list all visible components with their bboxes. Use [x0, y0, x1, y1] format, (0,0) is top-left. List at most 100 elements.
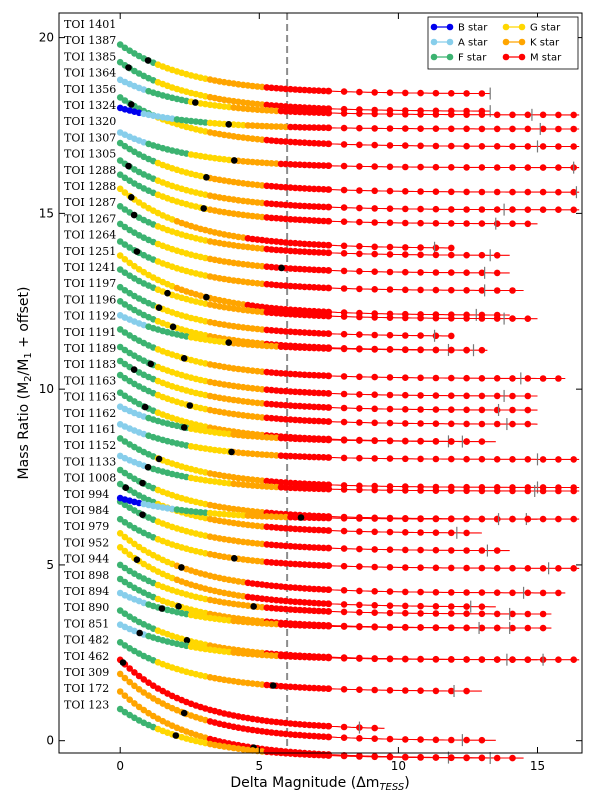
data-point	[306, 732, 313, 740]
data-point	[478, 589, 486, 596]
data-point	[432, 89, 440, 97]
data-point	[291, 216, 299, 223]
data-point	[291, 543, 299, 550]
companion-marker	[164, 289, 171, 297]
data-point	[524, 456, 532, 463]
data-point	[268, 84, 275, 92]
data-point	[301, 329, 308, 336]
data-point	[121, 206, 129, 213]
data-point	[235, 340, 242, 347]
data-point	[258, 513, 266, 520]
data-point	[249, 580, 256, 587]
data-point	[306, 139, 313, 147]
data-point	[126, 696, 133, 703]
data-point	[371, 515, 379, 522]
companion-marker	[203, 174, 210, 181]
data-point	[230, 511, 237, 519]
x-tick-label: 5	[255, 759, 263, 773]
data-point	[371, 346, 379, 353]
data-point	[287, 560, 294, 568]
data-point	[448, 374, 455, 382]
data-point	[249, 235, 256, 243]
data-point	[463, 487, 470, 495]
data-point	[570, 487, 577, 495]
data-point	[310, 417, 318, 425]
data-point	[478, 547, 486, 554]
data-point	[291, 247, 299, 255]
data-point	[296, 139, 304, 146]
data-point	[402, 89, 409, 97]
data-point	[287, 328, 294, 336]
data-point	[258, 122, 266, 130]
data-point	[325, 312, 333, 320]
data-point	[301, 124, 308, 131]
data-point	[282, 306, 290, 313]
data-point	[448, 346, 455, 354]
companion-marker	[172, 732, 180, 739]
data-point	[301, 622, 308, 629]
data-point	[432, 656, 440, 663]
data-point	[315, 203, 323, 210]
data-point	[310, 389, 318, 397]
data-point	[258, 106, 266, 114]
legend-marker	[502, 53, 510, 61]
data-point	[306, 403, 313, 410]
data-point	[325, 284, 333, 292]
data-point	[417, 624, 424, 631]
data-point	[121, 438, 129, 445]
data-point	[315, 453, 323, 461]
data-point	[509, 188, 516, 196]
data-point	[371, 125, 379, 132]
legend-label: F star	[458, 53, 487, 64]
data-point	[121, 301, 129, 308]
toi-label: TOI 1163	[64, 391, 116, 404]
data-point	[273, 452, 280, 459]
data-point	[448, 251, 455, 259]
data-point	[555, 125, 562, 133]
data-point	[555, 143, 562, 150]
data-point	[287, 123, 294, 131]
data-point	[493, 487, 501, 495]
data-point	[291, 435, 299, 443]
data-point	[386, 243, 394, 251]
data-point	[320, 454, 327, 461]
data-point	[301, 732, 308, 739]
data-point	[296, 265, 304, 273]
data-point	[306, 453, 313, 461]
series-group	[116, 357, 538, 416]
toi-label: TOI 979	[64, 520, 109, 533]
data-point	[340, 608, 348, 616]
data-point	[417, 163, 424, 171]
data-point	[301, 585, 308, 592]
data-point	[539, 164, 547, 171]
data-point	[524, 610, 532, 618]
data-point	[291, 370, 299, 378]
data-point	[555, 375, 562, 382]
data-point	[386, 609, 394, 617]
data-point	[320, 345, 327, 352]
companion-marker	[180, 355, 188, 362]
data-point	[315, 185, 323, 193]
data-point	[116, 157, 124, 164]
data-point	[340, 186, 348, 194]
data-point	[325, 87, 333, 95]
data-point	[282, 653, 290, 660]
data-point	[555, 515, 562, 523]
data-point	[386, 564, 394, 571]
data-point	[282, 343, 290, 351]
data-point	[402, 529, 409, 536]
data-point	[386, 205, 394, 212]
data-point	[448, 244, 455, 252]
data-point	[291, 514, 299, 521]
data-point	[282, 201, 290, 209]
data-point	[320, 544, 327, 552]
data-point	[310, 585, 318, 593]
data-point	[356, 124, 363, 132]
data-point	[555, 456, 562, 463]
data-point	[356, 391, 363, 398]
data-point	[493, 589, 501, 596]
data-point	[539, 111, 547, 119]
data-point	[306, 389, 313, 396]
data-point	[463, 392, 470, 400]
data-point	[448, 487, 455, 495]
